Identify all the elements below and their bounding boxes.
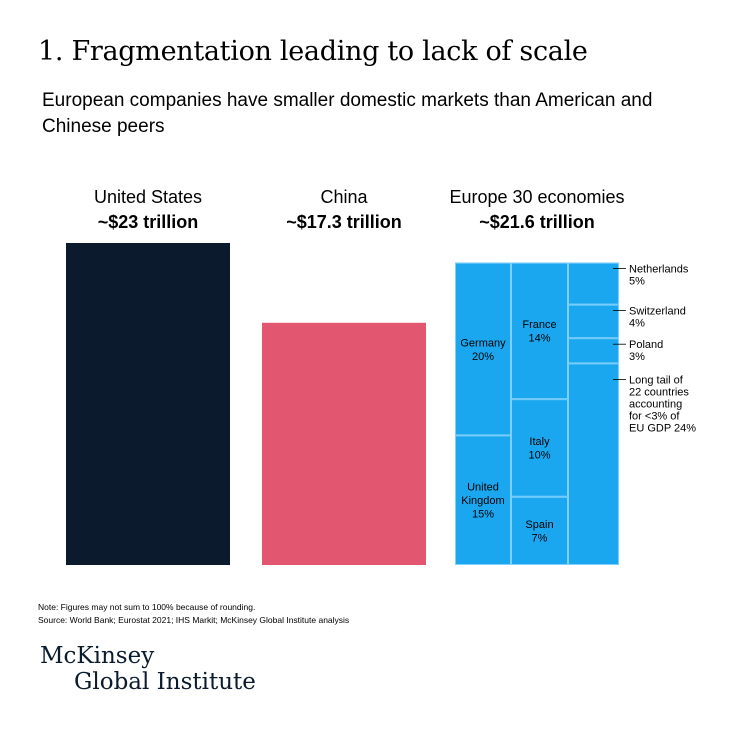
segment-label-spain-1: 7% [532, 533, 548, 545]
footnote-source: Source: World Bank; Eurostat 2021; IHS M… [38, 615, 350, 625]
segment-label-spain-0: Spain [525, 519, 553, 531]
value-label-china: ~$17.3 trillion [286, 212, 402, 232]
category-label-united-states: United States [94, 187, 202, 207]
segment-label-united-0: United [467, 482, 499, 494]
segment-label-switzerland-1: 4% [629, 318, 645, 330]
logo-line-1: McKinsey [40, 643, 155, 669]
segment-united [455, 435, 511, 565]
segment-long-tail-of [568, 363, 619, 565]
segment-label-poland-1: 3% [629, 351, 645, 363]
value-label-united-states: ~$23 trillion [98, 212, 199, 232]
segment-switzerland [568, 304, 619, 339]
segment-label-netherlands-1: 5% [629, 276, 645, 288]
segment-spain [511, 496, 568, 565]
segment-label-italy-1: 10% [528, 450, 550, 462]
chart-title: 1. Fragmentation leading to lack of scal… [38, 36, 588, 67]
segment-germany [455, 262, 511, 436]
segment-label-united-2: 15% [472, 509, 494, 521]
segment-label-united-1: Kingdom [461, 495, 504, 507]
segment-label-long-tail-of-1: 22 countries [629, 386, 689, 398]
bar-china [262, 322, 426, 565]
segment-poland [568, 338, 619, 364]
category-label-china: China [320, 187, 368, 207]
category-label-europe-30-economies: Europe 30 economies [449, 187, 624, 207]
segment-label-italy-0: Italy [529, 436, 550, 448]
footnote-note: Note: Figures may not sum to 100% becaus… [38, 602, 256, 612]
logo-line-2: Global Institute [74, 669, 256, 695]
bar-chart: United States ~$23 trillion China ~$17.3 tr… [66, 187, 696, 565]
segment-label-france-1: 14% [528, 333, 550, 345]
mckinsey-logo: McKinsey Global Institute [40, 643, 256, 695]
bar-united-states [66, 243, 230, 565]
segment-label-poland-0: Poland [629, 339, 663, 351]
segment-label-france-0: France [522, 319, 556, 331]
segment-label-long-tail-of-0: Long tail of [629, 374, 684, 386]
segment-label-germany-1: 20% [472, 351, 494, 363]
value-label-europe-30-economies: ~$21.6 trillion [479, 212, 595, 232]
segment-label-germany-0: Germany [460, 337, 506, 349]
segment-label-long-tail-of-4: EU GDP 24% [629, 422, 696, 434]
segment-label-switzerland-0: Switzerland [629, 306, 686, 318]
segment-label-long-tail-of-3: for <3% of [629, 410, 680, 422]
segment-france [511, 262, 568, 400]
segment-italy [511, 399, 568, 497]
segment-label-netherlands-0: Netherlands [629, 264, 689, 276]
chart-subtitle: European companies have smaller domestic… [42, 90, 653, 137]
segment-netherlands [568, 262, 619, 305]
segment-label-long-tail-of-2: accounting [629, 398, 682, 410]
